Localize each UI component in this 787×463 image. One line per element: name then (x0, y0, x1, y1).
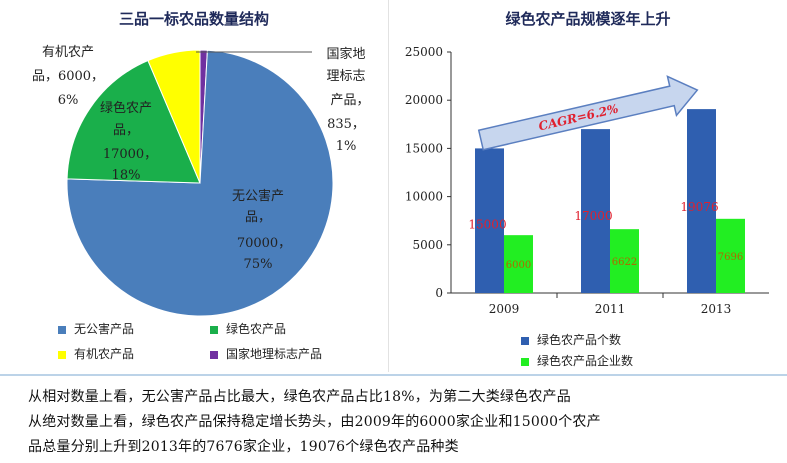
pie-slice (66, 59, 201, 184)
pie-label-percent: 18% (112, 168, 141, 183)
pie-label-percent: 75% (244, 257, 273, 272)
pie-chart-title: 三品一标农品数量结构 (118, 10, 269, 28)
pie-label-name: 理标志 (326, 69, 365, 84)
bar-chart-panel: 绿色农产品规模逐年上升 0 5000 10000 15000 20000 25000 200… (389, 0, 787, 372)
pie-label-name: 国家地 (326, 46, 365, 62)
x-tick-label: 2013 (701, 302, 732, 316)
legend-item: 有机农产品 (58, 345, 134, 362)
bar-chart-title: 绿色农产品规模逐年上升 (505, 10, 671, 28)
legend-swatch (521, 357, 529, 366)
y-tick-label: 15000 (405, 141, 443, 155)
summary-box: 从相对数量上看，无公害产品占比最大，绿色农产品占比18%，为第二大类绿色农产品 … (0, 374, 787, 463)
x-tick-label: 2011 (595, 302, 626, 316)
summary-line: 品总量分别上升到2013年的7676家企业，19076个绿色农产品种类 (28, 439, 459, 455)
legend-swatch (521, 336, 529, 345)
bar (581, 129, 610, 293)
legend-item: 绿色农产品 (210, 320, 286, 337)
legend-swatch (210, 350, 218, 359)
cagr-label: CAGR=6.2% (537, 102, 619, 134)
bar-data-label: 6622 (612, 257, 637, 268)
legend-label: 国家地理标志产品 (226, 347, 323, 361)
y-tick-label: 0 (435, 286, 443, 300)
bar (610, 229, 639, 293)
legend-swatch (58, 325, 66, 334)
legend-label: 绿色农产品个数 (537, 333, 622, 347)
legend-item: 无公害产品 (58, 320, 134, 337)
pie-chart-panel: 三品一标农品数量结构 无公害产 品， 70000， 75% 绿色农产 品， 17… (0, 0, 389, 372)
y-tick-label: 5000 (412, 238, 443, 252)
pie-label-name: 有机农产 (42, 45, 94, 60)
x-tick-label: 2009 (489, 302, 520, 316)
legend-item: 绿色农产品企业数 (521, 352, 633, 369)
bar (716, 218, 745, 293)
bar (504, 235, 533, 293)
pie-label-value: 17000， (103, 147, 157, 162)
legend-label: 有机农产品 (74, 347, 135, 361)
bar-data-label: 17000 (574, 209, 612, 223)
pie-label-percent: 1% (336, 139, 357, 154)
pie-label-name: 品，6000， (32, 69, 104, 84)
y-tick-label: 20000 (405, 93, 443, 107)
pie-label-percent: 6% (58, 93, 79, 108)
legend-label: 无公害产品 (74, 322, 135, 336)
bar (475, 148, 504, 293)
cagr-arrow-shape (477, 75, 699, 151)
bar-data-label: 19076 (680, 200, 718, 214)
legend-swatch (210, 325, 218, 334)
y-tick-label: 10000 (405, 190, 443, 204)
pie-label-value: 835， (327, 117, 365, 132)
legend-swatch (58, 350, 66, 359)
legend-label: 绿色农产品企业数 (537, 354, 634, 368)
summary-line: 从绝对数量上看，绿色农产品保持稳定增长势头，由2009年的6000家企业和150… (28, 414, 601, 430)
bar-data-label: 7696 (718, 252, 743, 263)
legend-item: 国家地理标志产品 (210, 345, 322, 362)
bar-data-label: 15000 (468, 218, 506, 232)
pie-label-name: 品， (113, 123, 139, 138)
pie-label-name: 品， (245, 210, 271, 225)
pie-label-name: 无公害产 (232, 188, 284, 204)
legend-label: 绿色农产品 (226, 322, 287, 336)
y-tick-label: 25000 (405, 45, 443, 59)
legend-item: 绿色农产品个数 (521, 331, 621, 348)
pie-slice (147, 49, 201, 184)
bar (687, 109, 716, 293)
summary-line: 从相对数量上看，无公害产品占比最大，绿色农产品占比18%，为第二大类绿色农产品 (28, 389, 571, 405)
bar-data-label: 6000 (506, 260, 531, 271)
pie-label-name: 绿色农产 (100, 100, 152, 116)
pie-label-value: 70000， (237, 236, 291, 251)
pie-chart: 无公害产 品， 70000， 75% 绿色农产 品， 17000， 18% 有机… (32, 45, 370, 317)
pie-label-value: 产品， (330, 93, 369, 108)
bar-chart: 0 5000 10000 15000 20000 25000 2009 2011 2013 15… (405, 45, 769, 316)
